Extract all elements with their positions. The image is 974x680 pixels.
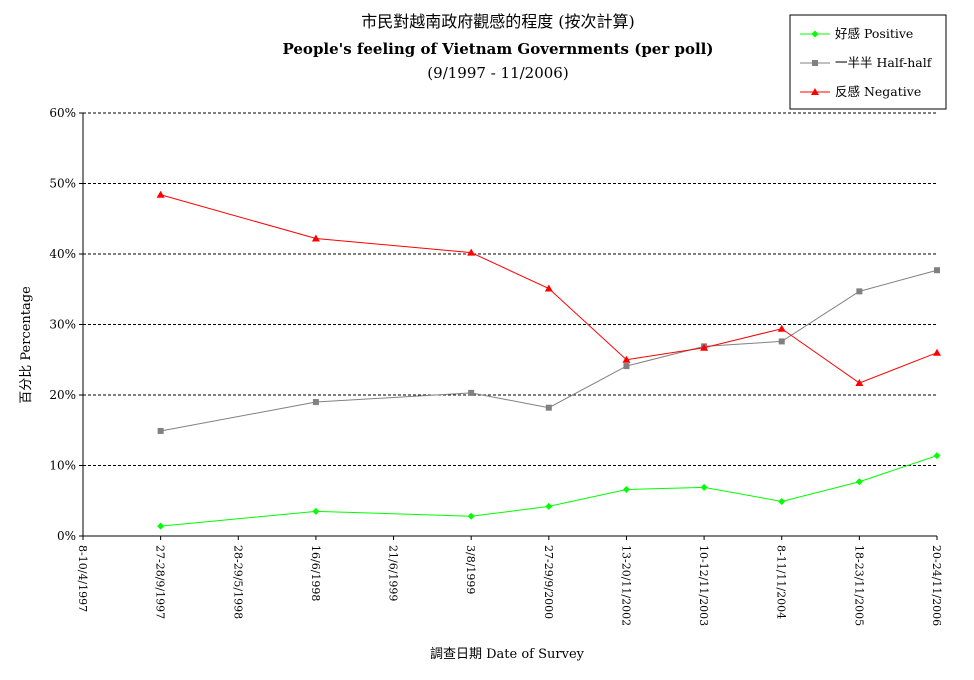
x-tick-label: 13-20/11/2002 xyxy=(619,545,632,626)
data-point-negative xyxy=(855,379,864,387)
y-tick-label: 10% xyxy=(49,459,76,473)
data-point-positive xyxy=(778,497,786,505)
data-point-half-half xyxy=(856,288,863,295)
legend-label-half-half: 一半半 Half-half xyxy=(835,55,933,70)
gridlines xyxy=(83,112,937,466)
data-point-half-half xyxy=(312,399,319,406)
series-positive xyxy=(157,452,941,530)
series-negative xyxy=(156,190,941,387)
data-point-half-half xyxy=(623,363,630,370)
x-tick-label: 10-12/11/2003 xyxy=(697,545,710,626)
chart-title: 市民對越南政府觀感的程度 (按次計算) xyxy=(361,12,635,31)
chart-subtitle: People's feeling of Vietnam Governments … xyxy=(283,40,714,58)
x-axis-ticks: 8-10/4/1997 27-28/9/1997 28-29/5/1998 16/6/… xyxy=(76,536,943,626)
data-point-positive xyxy=(622,485,630,493)
x-tick-label: 27-28/9/1997 xyxy=(154,545,167,619)
series-half-half xyxy=(157,267,940,434)
data-point-positive xyxy=(312,507,320,515)
legend-marker-negative xyxy=(811,88,819,95)
legend-items: 好感 Positive 一半半 Half-half 反感 Negative xyxy=(800,26,933,99)
legend-marker-positive xyxy=(811,30,819,38)
data-point-half-half xyxy=(468,389,475,396)
data-point-half-half xyxy=(778,338,785,345)
data-point-positive xyxy=(545,502,553,510)
y-tick-label: 60% xyxy=(49,106,76,120)
data-point-positive xyxy=(855,478,863,486)
y-tick-label: 20% xyxy=(49,388,76,402)
y-axis-ticks: 0% 10% 20% 30% 40% 50% 60% xyxy=(49,106,83,543)
legend: 好感 Positive 一半半 Half-half 反感 Negative xyxy=(789,14,947,110)
y-tick-label: 0% xyxy=(57,529,76,543)
x-tick-label: 18-23/11/2005 xyxy=(852,545,865,626)
data-point-negative xyxy=(933,348,941,356)
series-line-positive xyxy=(160,455,938,527)
y-tick-label: 30% xyxy=(49,318,76,332)
legend-label-positive: 好感 Positive xyxy=(835,26,913,41)
x-tick-label: 8-11/11/2004 xyxy=(775,545,788,619)
chart-subtitle-range: (9/1997 - 11/2006) xyxy=(427,64,568,82)
legend-marker-half-half xyxy=(812,60,818,66)
x-tick-label: 16/6/1998 xyxy=(309,545,322,601)
y-tick-label: 50% xyxy=(49,177,76,191)
data-point-negative xyxy=(544,284,553,292)
data-point-half-half xyxy=(934,267,940,274)
plot-area: 0% 10% 20% 30% 40% 50% 60% 8-10/4/1997 27-28/9/… xyxy=(49,106,943,626)
data-point-positive xyxy=(467,512,475,520)
data-point-negative xyxy=(156,190,165,198)
x-axis-title: 調查日期 Date of Survey xyxy=(430,647,585,662)
x-tick-label: 21/6/1999 xyxy=(387,545,400,601)
series-layer xyxy=(156,190,941,530)
x-tick-label: 8-10/4/1997 xyxy=(76,545,89,612)
y-tick-label: 40% xyxy=(49,247,76,261)
data-point-negative xyxy=(622,355,631,363)
data-point-positive xyxy=(700,483,708,491)
x-tick-label: 3/8/1999 xyxy=(464,545,477,594)
data-point-negative xyxy=(467,248,476,256)
data-point-positive xyxy=(933,452,941,460)
data-point-positive xyxy=(157,522,165,530)
data-point-negative xyxy=(700,343,709,351)
data-point-half-half xyxy=(545,404,552,411)
x-tick-label: 28-29/5/1998 xyxy=(231,545,244,619)
x-tick-label: 20-24/11/2006 xyxy=(930,545,943,626)
x-tick-label: 27-29/9/2000 xyxy=(542,545,555,619)
data-point-negative xyxy=(777,324,786,332)
legend-label-negative: 反感 Negative xyxy=(835,84,921,99)
data-point-half-half xyxy=(157,427,164,434)
data-point-negative xyxy=(311,234,320,242)
y-axis-title: 百分比 Percentage xyxy=(19,286,34,404)
